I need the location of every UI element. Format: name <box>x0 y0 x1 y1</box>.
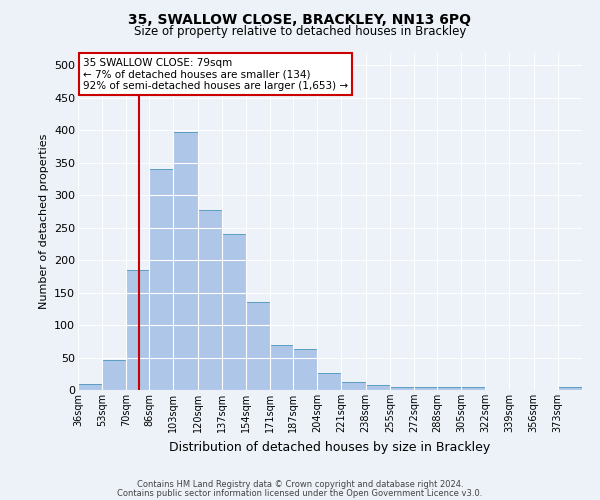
Bar <box>437 388 461 390</box>
Bar <box>102 360 127 390</box>
Text: 35, SWALLOW CLOSE, BRACKLEY, NN13 6PQ: 35, SWALLOW CLOSE, BRACKLEY, NN13 6PQ <box>128 12 472 26</box>
Bar <box>558 387 582 390</box>
Bar <box>173 132 197 390</box>
Bar <box>127 270 149 390</box>
Bar <box>78 384 102 390</box>
Bar <box>293 349 317 390</box>
Bar <box>390 387 414 390</box>
Bar <box>270 344 293 390</box>
Text: Size of property relative to detached houses in Brackley: Size of property relative to detached ho… <box>134 25 466 38</box>
Bar <box>317 373 341 390</box>
Y-axis label: Number of detached properties: Number of detached properties <box>38 134 49 309</box>
Text: Contains public sector information licensed under the Open Government Licence v3: Contains public sector information licen… <box>118 488 482 498</box>
Bar <box>246 302 270 390</box>
X-axis label: Distribution of detached houses by size in Brackley: Distribution of detached houses by size … <box>169 440 491 454</box>
Text: 35 SWALLOW CLOSE: 79sqm
← 7% of detached houses are smaller (134)
92% of semi-de: 35 SWALLOW CLOSE: 79sqm ← 7% of detached… <box>83 58 348 91</box>
Bar <box>197 210 222 390</box>
Bar <box>365 386 390 390</box>
Bar <box>414 388 437 390</box>
Bar <box>341 382 365 390</box>
Bar <box>222 234 246 390</box>
Bar <box>461 387 485 390</box>
Bar <box>149 170 173 390</box>
Text: Contains HM Land Registry data © Crown copyright and database right 2024.: Contains HM Land Registry data © Crown c… <box>137 480 463 489</box>
